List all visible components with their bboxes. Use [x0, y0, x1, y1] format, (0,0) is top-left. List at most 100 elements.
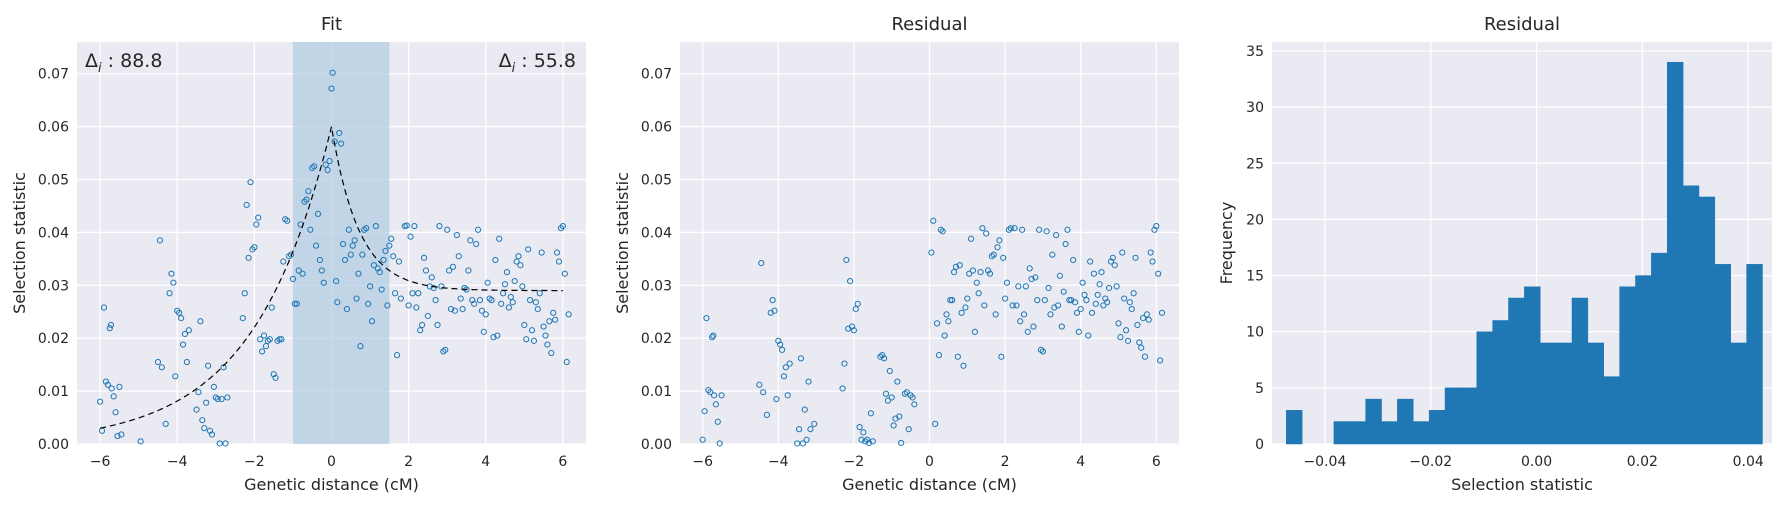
scatter-point [280, 258, 287, 265]
scatter-point [710, 392, 718, 399]
y-tick-label: 5 [1255, 381, 1264, 397]
residual-scatter-title: Residual [891, 14, 967, 35]
scatter-point [894, 378, 901, 385]
scatter-point [546, 318, 553, 325]
scatter-point [376, 268, 383, 276]
residual-histogram-x-tick-labels: −0.04 −0.02 0.00 0.02 0.04 [1303, 454, 1763, 470]
scatter-point [432, 297, 439, 304]
scatter-point [312, 242, 320, 249]
scatter-point [854, 300, 861, 307]
scatter-point [339, 240, 347, 248]
scatter-point [380, 256, 387, 264]
scatter-point [417, 327, 424, 334]
scatter-point [444, 226, 451, 233]
scatter-point [245, 254, 252, 261]
scatter-point [775, 337, 782, 344]
x-tick-label: −2 [244, 454, 265, 470]
scatter-point [718, 392, 725, 399]
residual-scatter-grid [680, 42, 1179, 445]
scatter-point [407, 233, 414, 240]
scatter-point [888, 394, 895, 401]
scatter-point [1000, 254, 1007, 261]
histogram-bar [1619, 286, 1636, 445]
scatter-point [1145, 316, 1152, 323]
y-tick-label: 0.05 [641, 173, 672, 189]
scatter-point [933, 320, 941, 327]
scatter-point [199, 417, 206, 424]
scatter-point [347, 251, 354, 258]
scatter-point [255, 214, 262, 221]
scatter-point [536, 290, 543, 297]
scatter-point [328, 85, 335, 92]
scatter-point [956, 262, 963, 269]
histogram-bar [1460, 387, 1478, 445]
scatter-point [799, 440, 806, 447]
scatter-point [714, 418, 721, 425]
scatter-point [484, 279, 491, 286]
scatter-point [975, 290, 982, 297]
scatter-point [1041, 297, 1048, 304]
scatter-point [890, 422, 897, 429]
scatter-point [154, 358, 162, 366]
scatter-point [983, 230, 990, 237]
y-tick-label: 0.07 [641, 67, 672, 83]
scatter-point [1002, 295, 1009, 302]
scatter-point [882, 390, 890, 397]
scatter-point [856, 423, 863, 431]
scatter-point [756, 381, 763, 388]
scatter-point [1028, 275, 1035, 283]
scatter-point [1100, 302, 1107, 309]
scatter-point [505, 304, 512, 311]
y-tick-label: 0.05 [38, 173, 69, 189]
scatter-point [964, 295, 971, 302]
scatter-point [446, 267, 453, 274]
scatter-point [513, 258, 520, 265]
scatter-point [532, 299, 539, 306]
scatter-point [864, 436, 871, 443]
fit-x-tick-labels: −6 −4 −2 0 2 4 6 [90, 454, 568, 470]
y-tick-label: 0.04 [38, 225, 69, 241]
x-tick-label: −0.02 [1409, 454, 1452, 470]
scatter-point [403, 222, 410, 229]
scatter-point [1019, 226, 1026, 233]
scatter-point [862, 438, 869, 445]
scatter-point [760, 389, 767, 396]
scatter-point [172, 373, 179, 380]
scatter-point [903, 389, 910, 396]
scatter-point [1088, 309, 1096, 316]
scatter-point [434, 321, 441, 329]
scatter-point [898, 439, 905, 447]
scatter-point [305, 188, 312, 195]
scatter-point [877, 353, 884, 360]
scatter-point [243, 201, 250, 209]
scatter-point [841, 360, 848, 367]
scatter-point [969, 267, 977, 274]
x-tick-label: 2 [404, 454, 413, 470]
scatter-point [413, 304, 420, 311]
scatter-point [181, 330, 189, 338]
scatter-point [1003, 279, 1011, 286]
scatter-point [274, 337, 281, 344]
scatter-point [359, 251, 366, 258]
scatter-point [378, 286, 385, 293]
scatter-point [935, 352, 943, 359]
scatter-point [365, 300, 372, 307]
scatter-point [701, 408, 708, 415]
scatter-point [896, 413, 903, 420]
scatter-point [763, 411, 771, 419]
scatter-point [795, 426, 803, 433]
scatter-point [986, 270, 994, 277]
scatter-point [343, 306, 351, 313]
scatter-point [945, 318, 952, 325]
fit-y-tick-labels: 0.00 0.01 0.02 0.03 0.04 0.05 0.06 0.07 [38, 67, 69, 453]
scatter-point [1009, 302, 1016, 309]
y-tick-label: 0.04 [641, 225, 672, 241]
scatter-point [1071, 299, 1079, 306]
x-tick-label: −6 [90, 454, 111, 470]
histogram-bar [1540, 342, 1557, 445]
scatter-point [850, 327, 857, 334]
scatter-point [1130, 290, 1137, 297]
scatter-point [984, 267, 992, 274]
y-tick-label: 0.06 [641, 120, 672, 136]
histogram-bar [1635, 275, 1652, 445]
